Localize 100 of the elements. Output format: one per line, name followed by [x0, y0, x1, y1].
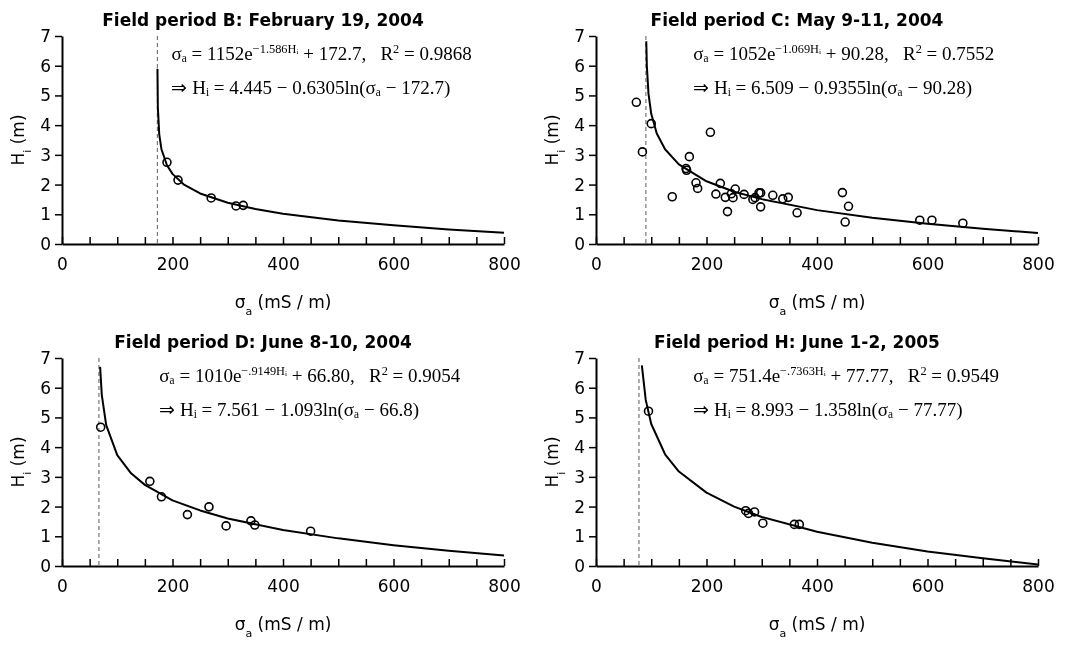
point — [162, 157, 172, 168]
x-tick-label: 400 — [801, 254, 834, 275]
y-tick-label: 2 — [40, 174, 51, 195]
point — [837, 187, 848, 198]
point — [667, 191, 678, 202]
point — [758, 518, 768, 528]
point — [711, 189, 721, 199]
point — [95, 422, 106, 433]
point — [145, 476, 155, 487]
y-tick-label: 0 — [40, 555, 51, 576]
y-tick-label: 1 — [574, 204, 585, 225]
point — [749, 507, 760, 517]
point — [182, 509, 193, 520]
y-tick-label: 7 — [40, 25, 51, 46]
y-tick-label: 3 — [574, 144, 585, 165]
x-tick-label: 600 — [377, 254, 411, 275]
point — [794, 519, 805, 530]
x-tick-label: 400 — [801, 576, 834, 597]
point — [637, 147, 648, 157]
y-tick-label: 1 — [40, 526, 51, 547]
point — [250, 520, 260, 530]
y-tick-label: 3 — [40, 144, 51, 165]
point — [840, 217, 850, 227]
point — [783, 192, 794, 203]
y-tick-label: 6 — [40, 377, 51, 398]
chart-title: Field period C: May 9-11, 2004 — [650, 10, 944, 30]
point — [643, 406, 654, 416]
point — [720, 192, 731, 203]
y-tick-label: 5 — [574, 407, 585, 428]
y-tick-label: 4 — [574, 437, 585, 458]
x-tick-label: 0 — [591, 576, 602, 597]
point — [914, 215, 925, 226]
y-tick-label: 6 — [574, 55, 585, 76]
point — [715, 178, 726, 189]
y-tick-label: 4 — [574, 115, 585, 136]
point — [768, 190, 778, 201]
point — [739, 189, 749, 200]
x-tick-label: 200 — [156, 576, 190, 597]
annotation: ⇒ Hᵢ = 6.509 − 0.9355ln(σₐ − 90.28) — [693, 77, 973, 99]
annotation: σₐ = 1010e$^{−.9149Hᵢ}$ + 66.80, R$^{2}$ = 0.9054 — [159, 364, 461, 386]
y-tick-label: 7 — [40, 347, 51, 368]
y-tick-label: 1 — [40, 204, 51, 225]
point — [156, 491, 167, 502]
y-tick-label: 5 — [40, 407, 51, 428]
point — [221, 521, 231, 531]
line-series — [156, 67, 505, 234]
x-tick-label: 600 — [377, 576, 411, 597]
point — [206, 193, 216, 203]
point — [726, 189, 737, 199]
point — [173, 175, 183, 185]
y-tick-label: 2 — [574, 496, 585, 517]
point — [728, 192, 738, 203]
y-tick-label: 4 — [40, 115, 51, 136]
point — [843, 201, 854, 212]
y-tick-label: 4 — [40, 437, 51, 458]
point — [755, 202, 766, 212]
point — [238, 200, 249, 211]
point — [792, 208, 802, 218]
point — [691, 178, 701, 188]
y-tick-label: 7 — [574, 347, 585, 368]
chart-title: Field period B: February 19, 2004 — [102, 10, 424, 30]
point — [684, 151, 695, 162]
point — [231, 201, 241, 211]
y-tick-label: 0 — [574, 555, 585, 576]
chart-title: Field period H: June 1-2, 2005 — [654, 332, 940, 352]
x-tick-label: 200 — [690, 254, 724, 275]
x-tick-label: 600 — [911, 254, 945, 275]
y-tick-label: 3 — [574, 466, 585, 487]
x-tick-label: 0 — [57, 576, 68, 597]
y-tick-label: 3 — [40, 466, 51, 487]
y-tick-label: 7 — [574, 25, 585, 46]
y-tick-label: 1 — [574, 526, 585, 547]
point — [204, 502, 214, 512]
x-axis-title: σ$_{a}$ (mS / m) — [234, 614, 332, 640]
line-series — [645, 40, 1039, 235]
x-tick-label: 0 — [57, 254, 68, 275]
annotation: ⇒ Hᵢ = 7.561 − 1.093ln(σₐ − 66.8) — [159, 399, 420, 421]
y-tick-label: 6 — [574, 377, 585, 398]
x-tick-label: 400 — [267, 254, 300, 275]
annotation: ⇒ Hᵢ = 4.445 − 0.6305ln(σₐ − 172.7) — [171, 77, 451, 99]
point — [789, 519, 800, 530]
x-tick-label: 200 — [156, 254, 190, 275]
x-tick-label: 0 — [591, 254, 602, 275]
x-tick-label: 600 — [911, 576, 945, 597]
annotation: ⇒ Hᵢ = 8.993 − 1.358ln(σₐ − 77.77) — [693, 399, 963, 421]
point — [730, 184, 741, 194]
y-tick-label: 5 — [40, 85, 51, 106]
x-tick-label: 200 — [690, 576, 724, 597]
x-axis-title: σ$_{a}$ (mS / m) — [234, 292, 332, 318]
point — [958, 218, 968, 228]
point — [246, 516, 256, 526]
point — [722, 206, 733, 217]
y-tick-label: 2 — [574, 174, 585, 195]
x-axis-title: σ$_{a}$ (mS / m) — [768, 292, 866, 318]
y-tick-label: 0 — [40, 233, 51, 254]
y-tick-label: 2 — [40, 496, 51, 517]
x-tick-label: 800 — [488, 254, 521, 275]
point — [646, 118, 657, 129]
chart-title: Field period D: June 8-10, 2004 — [114, 332, 412, 352]
point — [305, 526, 316, 537]
